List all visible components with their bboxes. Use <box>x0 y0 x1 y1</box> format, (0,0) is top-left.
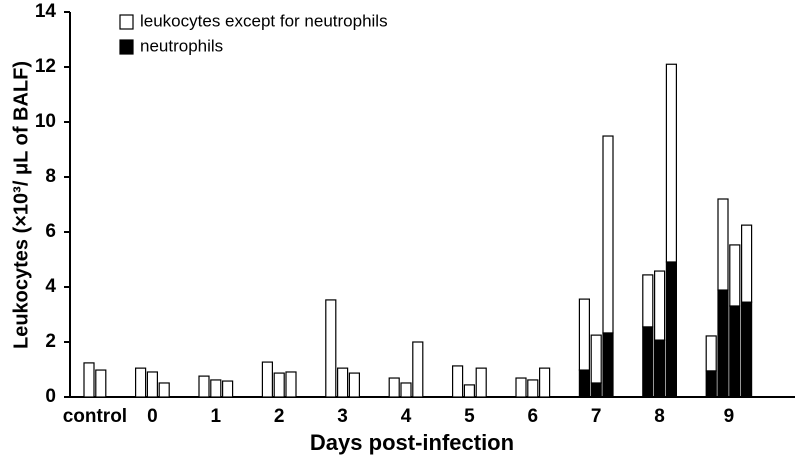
bar-segment <box>602 135 614 334</box>
bar-segment <box>642 274 654 328</box>
x-tick-label: 9 <box>724 406 735 427</box>
bar-segment <box>400 382 412 398</box>
bar-segment <box>653 339 666 398</box>
y-tick-label: 8 <box>45 166 56 187</box>
bar-segment <box>158 382 170 398</box>
bar-segment <box>717 198 729 291</box>
bar-segment <box>475 367 487 398</box>
y-tick-label: 12 <box>35 56 56 77</box>
legend-label: neutrophils <box>140 36 223 55</box>
bar-segment <box>388 377 400 398</box>
x-tick-label: 6 <box>528 406 539 427</box>
bar-segment <box>261 361 273 398</box>
bar-segment <box>740 301 753 398</box>
bar-segment <box>527 379 539 398</box>
x-tick-label: 8 <box>654 406 665 427</box>
y-tick-label: 6 <box>45 221 56 242</box>
bar-segment <box>463 384 475 398</box>
bar-segment <box>325 299 337 398</box>
bar-segment <box>729 305 741 398</box>
bar-segment <box>740 224 753 303</box>
y-tick-label: 0 <box>45 386 56 407</box>
bar-segment <box>146 371 158 398</box>
bar-segment <box>135 367 147 398</box>
bar-segment <box>590 334 602 384</box>
x-tick-label: 4 <box>401 406 412 427</box>
legend-label: leukocytes except for neutrophils <box>140 11 388 30</box>
bar-segment <box>515 377 527 398</box>
bar-segment <box>538 367 551 398</box>
legend-swatch <box>119 39 134 55</box>
x-tick-label: 1 <box>211 406 222 427</box>
bar-segment <box>222 380 234 398</box>
bar-segment <box>653 270 666 341</box>
legend-swatch <box>119 14 134 30</box>
x-tick-label: 2 <box>274 406 285 427</box>
x-tick-label: control <box>63 406 127 427</box>
bar-segment <box>83 362 95 398</box>
y-axis-label: Leukocytes (×10³/ μL of BALF) <box>10 61 32 349</box>
x-tick-label: 7 <box>591 406 602 427</box>
bar-segment <box>273 372 285 398</box>
bar-segment <box>95 369 107 398</box>
bar-segment <box>412 341 424 398</box>
y-tick-label: 10 <box>35 111 56 132</box>
y-tick-label: 14 <box>35 1 57 22</box>
bar-segment <box>590 382 602 398</box>
bar-segment <box>210 379 222 398</box>
bar-segment <box>705 370 717 398</box>
bar-segment <box>198 375 210 398</box>
y-tick-label: 4 <box>45 276 56 297</box>
x-tick-label: 3 <box>337 406 348 427</box>
bar-segment <box>717 289 729 398</box>
bar-segment <box>348 372 360 398</box>
bar-segment <box>642 326 654 398</box>
x-tick-label: 5 <box>464 406 475 427</box>
bar-segment <box>602 332 614 398</box>
bar-segment <box>665 63 678 263</box>
bar-segment <box>665 261 678 398</box>
bar-segment <box>452 365 464 398</box>
bar-segment <box>578 298 591 371</box>
bar-segment <box>285 371 297 398</box>
bar-segment <box>729 244 741 307</box>
x-axis-label: Days post-infection <box>310 430 514 455</box>
bar-segment <box>337 367 349 398</box>
bar-segment <box>578 369 591 398</box>
x-tick-label: 0 <box>147 406 158 427</box>
y-tick-label: 2 <box>45 331 56 352</box>
bar-segment <box>705 335 717 372</box>
